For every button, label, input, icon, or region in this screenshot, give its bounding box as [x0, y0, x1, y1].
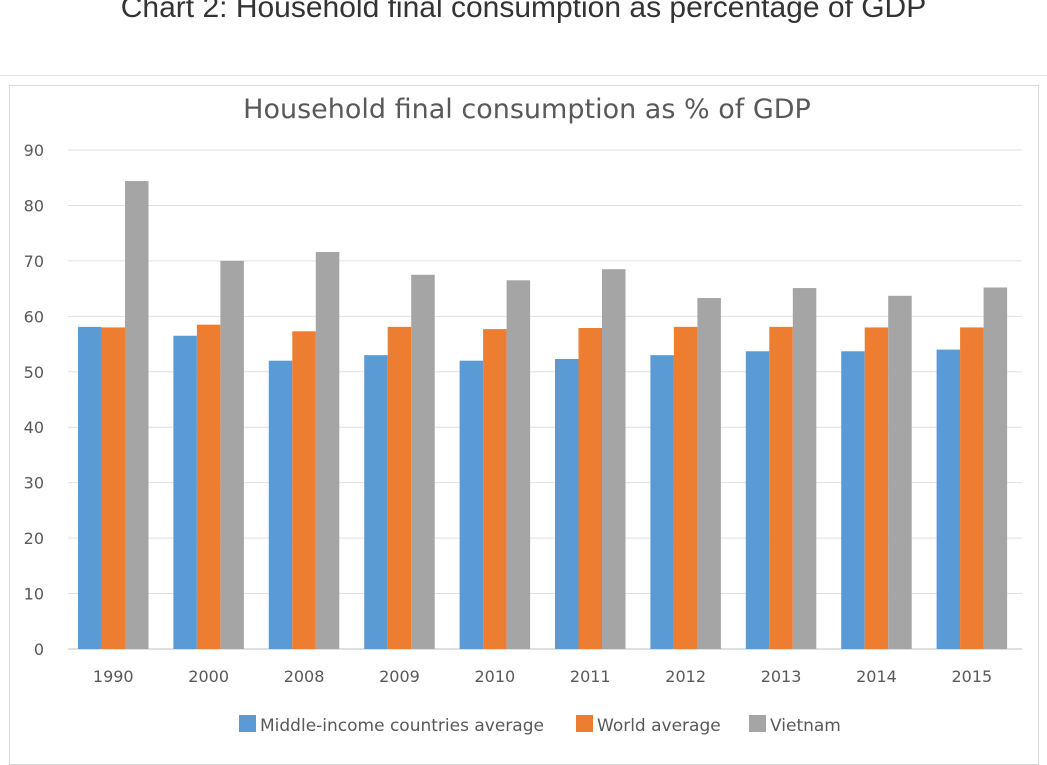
y-tick-label: 50 [24, 363, 44, 382]
legend-label: World average [597, 716, 721, 736]
bar-middle-income-countries-average-2012 [650, 355, 674, 649]
bars [78, 181, 1008, 650]
bar-world-average-2008 [292, 331, 316, 649]
x-tick-label: 2011 [570, 667, 611, 686]
bar-world-average-2012 [673, 326, 698, 649]
x-tick-label: 2012 [665, 667, 706, 686]
bar-vietnam-2010 [506, 280, 531, 649]
bar-vietnam-2015 [983, 287, 1008, 649]
bar-world-average-2009 [387, 326, 412, 649]
y-tick-label: 0 [34, 640, 44, 659]
legend-swatch [576, 715, 593, 732]
legend-swatch [239, 715, 256, 732]
legend-swatch [749, 715, 766, 732]
x-tick-label: 2015 [951, 667, 992, 686]
bar-world-average-2015 [960, 327, 984, 649]
y-tick-label: 60 [24, 307, 44, 326]
bar-vietnam-2011 [602, 269, 626, 649]
legend-label: Middle-income countries average [260, 716, 544, 736]
x-tick-label: 2013 [761, 667, 802, 686]
bar-world-average-2011 [578, 327, 602, 649]
y-axis-ticks: 0 10 20 30 40 50 60 70 80 90 [24, 141, 44, 659]
y-tick-label: 90 [24, 141, 44, 160]
bar-world-average-2000 [196, 324, 221, 649]
bar-vietnam-2000 [220, 260, 244, 649]
legend: Middle-income countries average World ave… [239, 715, 841, 736]
divider [0, 75, 1047, 76]
bar-middle-income-countries-average-1990 [78, 326, 102, 649]
bar-middle-income-countries-average-2014 [841, 351, 865, 649]
bar-middle-income-countries-average-2010 [459, 360, 484, 649]
x-tick-label: 1990 [93, 667, 134, 686]
bar-middle-income-countries-average-2000 [173, 335, 197, 649]
x-tick-label: 2000 [188, 667, 229, 686]
bar-world-average-1990 [101, 327, 125, 649]
y-tick-label: 70 [24, 252, 44, 271]
x-tick-label: 2008 [284, 667, 325, 686]
bar-vietnam-2013 [792, 288, 817, 649]
bar-middle-income-countries-average-2008 [268, 360, 293, 649]
bar-world-average-2010 [483, 329, 507, 649]
y-tick-label: 20 [24, 529, 44, 548]
bar-vietnam-2012 [697, 298, 721, 649]
chart-title: Household final consumption as % of GDP [243, 94, 811, 125]
page-heading: Chart 2: Household final consumption as … [120, 0, 927, 24]
bar-vietnam-2008 [315, 252, 340, 650]
x-axis-ticks: 1990 2000 2008 2009 2010 2011 2012 2013 2014 2015 [93, 667, 992, 686]
x-tick-label: 2014 [856, 667, 897, 686]
x-tick-label: 2010 [474, 667, 515, 686]
bar-vietnam-1990 [125, 181, 149, 649]
legend-label: Vietnam [770, 716, 841, 736]
y-tick-label: 40 [24, 418, 44, 437]
bar-vietnam-2009 [411, 274, 435, 649]
bar-world-average-2013 [769, 326, 793, 649]
bar-world-average-2014 [864, 327, 889, 649]
bar-middle-income-countries-average-2009 [364, 355, 388, 649]
bar-middle-income-countries-average-2011 [555, 359, 579, 649]
y-tick-label: 80 [24, 196, 44, 215]
bar-middle-income-countries-average-2013 [745, 351, 770, 649]
bar-middle-income-countries-average-2015 [936, 349, 961, 649]
y-tick-label: 30 [24, 474, 44, 493]
y-tick-label: 10 [24, 585, 44, 604]
bar-vietnam-2014 [888, 295, 912, 649]
x-tick-label: 2009 [379, 667, 420, 686]
